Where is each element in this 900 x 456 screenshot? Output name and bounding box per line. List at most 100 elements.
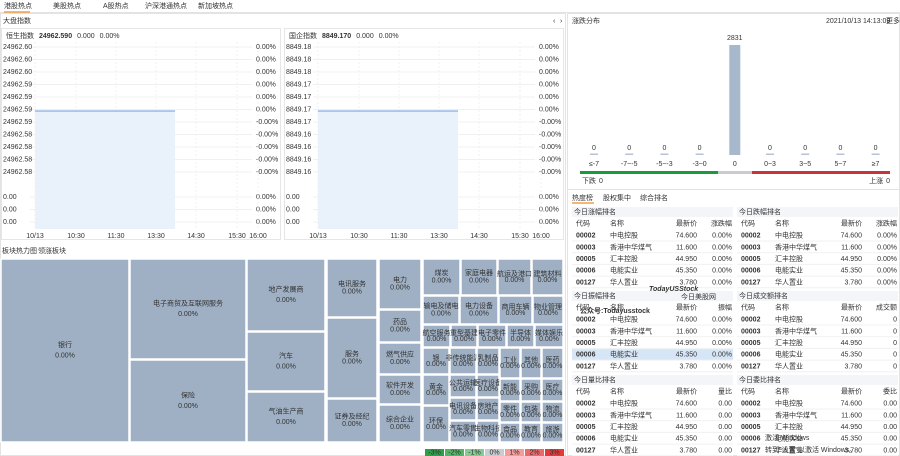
sector-block[interactable] (541, 422, 564, 443)
sector-block[interactable] (378, 404, 422, 443)
sector-block[interactable] (520, 347, 542, 379)
table-row[interactable] (572, 325, 733, 337)
sector-block[interactable] (532, 295, 564, 325)
sector-block[interactable] (499, 401, 521, 423)
table-row[interactable] (572, 433, 733, 445)
table-row[interactable] (572, 349, 733, 361)
sector-block[interactable] (422, 374, 450, 406)
sector-block[interactable] (129, 258, 247, 360)
sector-block[interactable] (326, 398, 378, 443)
table-row[interactable] (737, 337, 898, 349)
sector-block[interactable] (499, 347, 521, 379)
table-row[interactable] (737, 253, 898, 265)
table-row[interactable] (572, 314, 733, 325)
market-tab[interactable]: 港股热点 (4, 1, 32, 10)
table-row[interactable] (572, 444, 733, 456)
sector-block[interactable] (541, 401, 564, 423)
sector-block[interactable] (246, 258, 326, 332)
sector-block[interactable] (541, 347, 564, 379)
sector-block[interactable] (497, 258, 532, 296)
sector-block[interactable] (378, 309, 422, 343)
table-row[interactable] (572, 230, 733, 241)
sector-block[interactable] (449, 397, 477, 421)
sector-block[interactable] (0, 258, 130, 443)
sector-block[interactable] (520, 422, 542, 443)
ranking-tab[interactable]: 股权集中 (603, 193, 631, 202)
bin-bar (729, 45, 741, 155)
sector-block[interactable] (541, 378, 564, 402)
sector-block[interactable] (246, 391, 326, 443)
sector-block[interactable] (246, 331, 326, 392)
table-row[interactable] (737, 409, 898, 421)
table-row[interactable] (572, 398, 733, 409)
sector-block[interactable] (449, 347, 477, 375)
table-row[interactable] (737, 325, 898, 337)
sector-block[interactable] (476, 397, 500, 421)
sector-block[interactable] (534, 324, 564, 348)
sector-block[interactable] (498, 295, 533, 325)
table-row[interactable] (737, 360, 898, 372)
table-row[interactable] (572, 241, 733, 253)
sector-block[interactable] (459, 295, 499, 325)
sector-block[interactable] (499, 378, 521, 402)
table-row[interactable] (737, 398, 898, 409)
sector-block[interactable] (476, 347, 500, 375)
cell: 11.600 (841, 244, 862, 251)
sector-block[interactable] (378, 374, 422, 405)
sector-block[interactable] (476, 374, 500, 398)
sector-block[interactable] (499, 422, 521, 443)
sector-block[interactable] (378, 258, 422, 310)
table-row[interactable] (737, 241, 898, 253)
sector-block[interactable] (422, 295, 460, 325)
more-link[interactable]: 更多 (886, 16, 900, 25)
sector-block[interactable] (506, 324, 535, 348)
market-tab[interactable]: 沪深港通热点 (145, 1, 187, 10)
pct-label: 0.00% (256, 206, 276, 213)
sector-block[interactable] (450, 324, 478, 348)
sector-block[interactable] (449, 420, 477, 443)
sector-block[interactable] (422, 258, 461, 296)
table-row[interactable] (737, 349, 898, 361)
sector-block[interactable] (378, 342, 422, 375)
sector-block[interactable] (422, 324, 451, 348)
table-row[interactable] (572, 337, 733, 349)
market-tab[interactable]: 新加坡热点 (198, 1, 233, 10)
table-row[interactable] (737, 276, 898, 288)
table-row[interactable] (572, 421, 733, 433)
legend-label: -1% (468, 449, 480, 456)
table-row[interactable] (572, 253, 733, 265)
table-row[interactable] (737, 444, 898, 456)
table-row[interactable] (572, 409, 733, 421)
ranking-tab[interactable]: 综合排名 (640, 193, 668, 202)
next-arrow[interactable]: › (560, 18, 563, 25)
sector-block[interactable] (476, 420, 500, 443)
sector-block[interactable] (422, 405, 450, 443)
sector-block[interactable] (477, 324, 507, 348)
sector-block[interactable] (531, 258, 564, 296)
prev-arrow[interactable]: ‹ (553, 18, 556, 25)
table-row[interactable] (572, 265, 733, 277)
sector-block[interactable] (326, 258, 378, 318)
table-row[interactable] (737, 421, 898, 433)
sector-block[interactable] (449, 374, 477, 398)
table-row[interactable] (572, 360, 733, 372)
table-row[interactable] (572, 276, 733, 288)
y-label: 8849.18 (286, 56, 311, 63)
table-row[interactable] (737, 265, 898, 277)
table-row[interactable] (737, 433, 898, 445)
sector-block[interactable] (422, 347, 450, 375)
table-row[interactable] (737, 230, 898, 241)
market-tab[interactable]: 美股热点 (53, 1, 81, 10)
table-row[interactable] (737, 314, 898, 325)
ranking-tab[interactable]: 热度榜 (572, 193, 593, 202)
sector-block[interactable] (520, 401, 542, 423)
table-title-bar (572, 375, 733, 385)
cell: 00127 (741, 279, 761, 286)
sector-block[interactable] (326, 317, 378, 399)
sector-block[interactable] (129, 359, 247, 443)
market-tab[interactable]: A股热点 (103, 1, 129, 10)
sector-block[interactable] (460, 258, 498, 296)
heatmap-tab[interactable]: 领涨板块 (38, 246, 66, 255)
heatmap-tab[interactable]: 板块热力图 (2, 246, 37, 255)
sector-block[interactable] (520, 378, 542, 402)
